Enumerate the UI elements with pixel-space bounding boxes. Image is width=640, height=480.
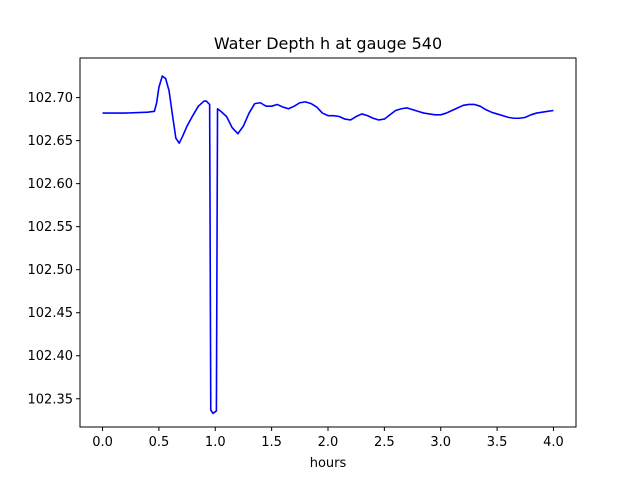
y-tick-label: 102.55 — [28, 220, 74, 235]
y-tick-label: 102.60 — [28, 177, 74, 192]
y-tick-label: 102.40 — [28, 349, 74, 364]
y-tick-label: 102.70 — [28, 91, 74, 106]
y-tick-label: 102.65 — [28, 134, 74, 149]
chart-title: Water Depth h at gauge 540 — [214, 34, 442, 53]
axes-frame — [79, 57, 577, 428]
y-tick-label: 102.35 — [28, 392, 74, 407]
series-line — [102, 75, 554, 415]
x-tick-label: 3.5 — [487, 435, 508, 450]
x-tick-label: 3.0 — [430, 435, 451, 450]
x-axis: 0.0 0.5 1.0 1.5 2.0 2.5 3.0 3.5 4.0 — [92, 427, 564, 450]
x-tick-label: 0.0 — [92, 435, 113, 450]
x-tick-label: 2.0 — [318, 435, 339, 450]
x-tick-label: 1.0 — [205, 435, 226, 450]
x-tick-label: 0.5 — [149, 435, 170, 450]
y-tick-label: 102.50 — [28, 263, 74, 278]
y-axis: 102.35 102.40 102.45 102.50 102.55 102.60 102.… — [28, 91, 80, 407]
x-axis-label: hours — [310, 456, 347, 471]
x-tick-label: 4.0 — [543, 435, 564, 450]
y-tick-label: 102.45 — [28, 306, 74, 321]
x-tick-label: 1.5 — [261, 435, 282, 450]
plot-area — [102, 75, 554, 415]
x-tick-label: 2.5 — [374, 435, 395, 450]
